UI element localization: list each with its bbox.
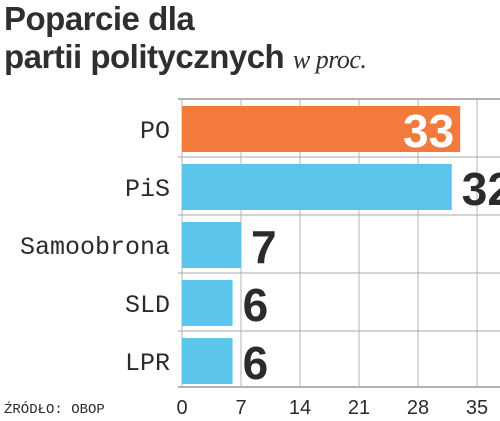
bar-po [182, 106, 461, 152]
category-label: PO [140, 117, 170, 146]
x-tick-label: 21 [348, 397, 370, 419]
chart-title: Poparcie dla partii politycznych w proc. [4, 0, 367, 79]
x-tick-label: 28 [407, 397, 429, 419]
bar-sld [182, 280, 233, 326]
x-tick-label: 14 [289, 397, 311, 419]
chart-title-line2: partii politycznych [4, 38, 285, 75]
value-label: 6 [243, 337, 269, 389]
category-label: SLD [125, 291, 170, 320]
x-tick-label: 0 [176, 397, 187, 419]
chart-title-line1: Poparcie dla [4, 0, 195, 37]
category-label: Samoobrona [20, 233, 170, 262]
value-label: 7 [251, 221, 277, 273]
chart-unit-label: w proc. [292, 45, 367, 74]
bar-lpr [182, 338, 233, 384]
value-label: 32 [462, 163, 500, 215]
bar-samoobrona [182, 222, 242, 268]
category-label: PiS [125, 175, 170, 204]
x-tick-label: 7 [235, 397, 246, 419]
value-label: 33 [403, 105, 454, 157]
value-label: 6 [243, 279, 269, 331]
category-label: LPR [125, 349, 170, 378]
source-note: ŹRÓDŁO: OBOP [4, 400, 105, 418]
x-tick-label: 35 [466, 397, 488, 419]
bar-pis [182, 164, 452, 210]
